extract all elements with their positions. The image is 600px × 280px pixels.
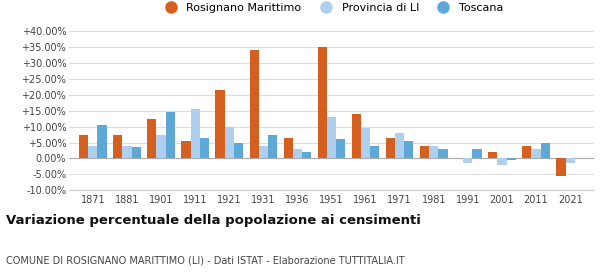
Bar <box>522 146 532 158</box>
Bar <box>131 147 141 158</box>
Bar <box>506 158 516 160</box>
Bar <box>147 119 157 158</box>
Bar <box>386 138 395 158</box>
Bar <box>79 135 88 158</box>
Bar <box>97 125 107 158</box>
Bar <box>293 149 302 158</box>
Bar <box>420 146 429 158</box>
Text: COMUNE DI ROSIGNANO MARITTIMO (LI) - Dati ISTAT - Elaborazione TUTTITALIA.IT: COMUNE DI ROSIGNANO MARITTIMO (LI) - Dat… <box>6 255 404 265</box>
Bar <box>336 139 346 158</box>
Bar <box>215 90 224 158</box>
Bar <box>224 127 234 158</box>
Bar <box>439 149 448 158</box>
Bar <box>566 158 575 163</box>
Bar <box>317 47 327 158</box>
Bar <box>113 135 122 158</box>
Bar <box>404 141 413 158</box>
Bar <box>463 158 472 163</box>
Bar <box>166 112 175 158</box>
Bar <box>250 50 259 158</box>
Bar <box>429 146 439 158</box>
Bar <box>541 143 550 158</box>
Bar <box>88 146 97 158</box>
Bar <box>488 152 497 158</box>
Bar <box>532 149 541 158</box>
Bar <box>472 149 482 158</box>
Legend: Rosignano Marittimo, Provincia di LI, Toscana: Rosignano Marittimo, Provincia di LI, To… <box>155 0 508 17</box>
Bar <box>497 158 506 165</box>
Bar <box>395 133 404 158</box>
Bar <box>361 128 370 158</box>
Text: Variazione percentuale della popolazione ai censimenti: Variazione percentuale della popolazione… <box>6 214 421 227</box>
Bar <box>259 146 268 158</box>
Bar <box>122 146 131 158</box>
Bar <box>352 114 361 158</box>
Bar <box>302 152 311 158</box>
Bar <box>181 141 191 158</box>
Bar <box>234 143 243 158</box>
Bar <box>200 138 209 158</box>
Bar <box>556 158 566 176</box>
Bar <box>370 146 379 158</box>
Bar <box>327 117 336 158</box>
Bar <box>268 135 277 158</box>
Bar <box>284 138 293 158</box>
Bar <box>191 109 200 158</box>
Bar <box>157 135 166 158</box>
